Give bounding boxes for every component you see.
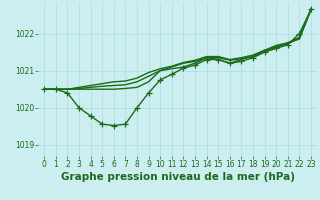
X-axis label: Graphe pression niveau de la mer (hPa): Graphe pression niveau de la mer (hPa) bbox=[60, 172, 295, 182]
